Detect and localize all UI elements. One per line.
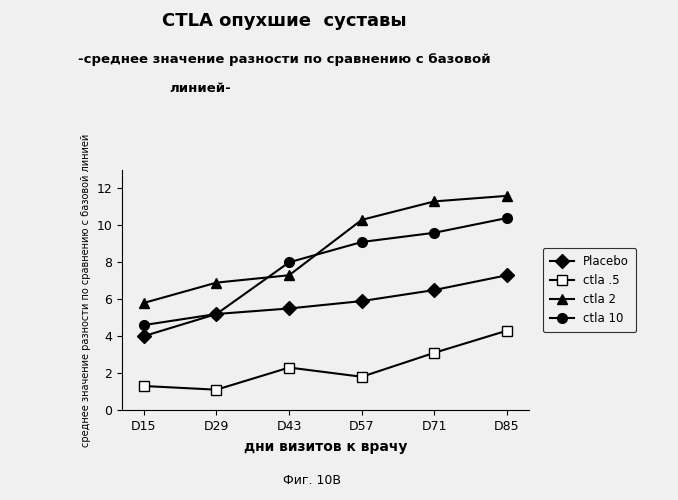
X-axis label: дни визитов к врачу: дни визитов к врачу [244,440,407,454]
Text: Фиг. 10В: Фиг. 10В [283,474,341,488]
Placebo [358,298,366,304]
ctla 2 [358,217,366,223]
Y-axis label: среднее значение разности по сравнению с базовой линией: среднее значение разности по сравнению с… [81,134,91,446]
Placebo [431,287,439,293]
Line: ctla 2: ctla 2 [139,191,512,308]
ctla 10 [140,322,148,328]
Placebo [503,272,511,278]
ctla 10 [431,230,439,236]
Placebo [140,333,148,339]
ctla 2 [140,300,148,306]
ctla 2 [503,193,511,199]
ctla 10 [503,215,511,221]
ctla 10 [212,311,220,317]
ctla .5 [285,364,293,370]
ctla 2 [212,280,220,285]
ctla .5 [358,374,366,380]
ctla .5 [212,386,220,392]
ctla 2 [285,272,293,278]
ctla 10 [358,239,366,245]
Line: Placebo: Placebo [139,270,512,341]
ctla 10 [285,260,293,266]
Text: линией-: линией- [170,82,231,96]
Line: ctla 10: ctla 10 [139,213,512,330]
Text: CTLA опухшие  суставы: CTLA опухшие суставы [163,12,407,30]
Placebo [285,306,293,312]
ctla .5 [431,350,439,356]
ctla .5 [503,328,511,334]
ctla .5 [140,383,148,389]
Legend: Placebo, ctla .5, ctla 2, ctla 10: Placebo, ctla .5, ctla 2, ctla 10 [543,248,636,332]
Line: ctla .5: ctla .5 [139,326,512,394]
Placebo [212,311,220,317]
ctla 2 [431,198,439,204]
Text: -среднее значение разности по сравнению с базовой: -среднее значение разности по сравнению … [79,52,491,66]
